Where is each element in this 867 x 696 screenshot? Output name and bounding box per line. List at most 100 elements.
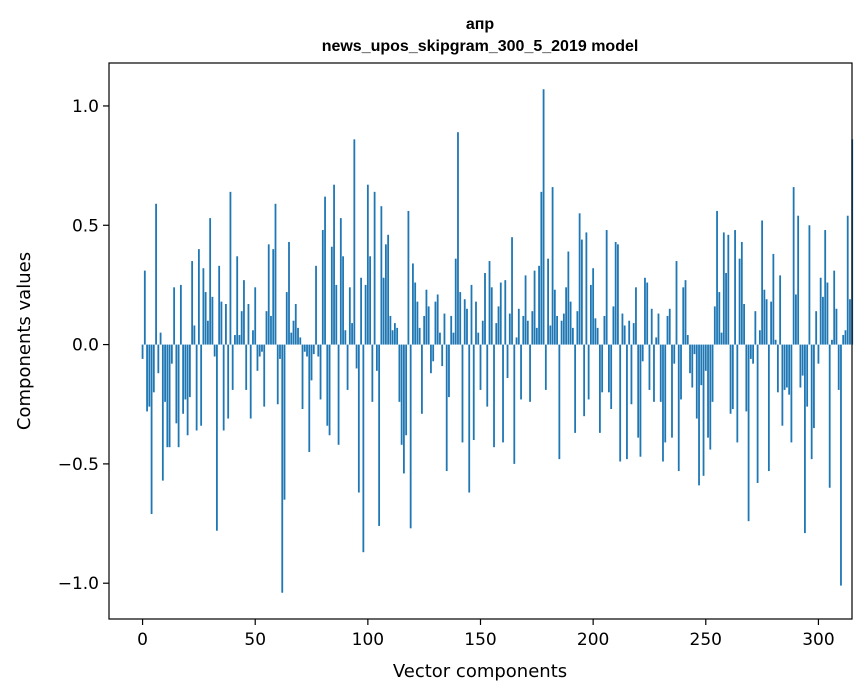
bar-101 xyxy=(369,256,372,345)
bar-147 xyxy=(472,344,475,441)
bar-185 xyxy=(558,344,561,460)
bar-83 xyxy=(328,344,331,436)
bar-314 xyxy=(849,299,851,345)
bar-218 xyxy=(632,323,635,345)
bar-232 xyxy=(664,344,667,443)
bar-230 xyxy=(659,344,662,402)
bar-309 xyxy=(837,344,840,390)
bar-54 xyxy=(263,344,266,407)
bar-112 xyxy=(393,323,396,345)
bar-126 xyxy=(425,289,428,345)
bar-50 xyxy=(254,287,257,345)
bar-12 xyxy=(168,344,171,448)
bar-100 xyxy=(366,184,369,345)
bar-135 xyxy=(445,344,448,472)
bar-80 xyxy=(321,230,324,345)
bar-62 xyxy=(281,344,284,593)
bar-15 xyxy=(175,344,178,424)
bar-187 xyxy=(562,313,565,345)
x-tick-label-100: 100 xyxy=(352,630,384,650)
bar-296 xyxy=(808,225,811,345)
bar-39 xyxy=(229,191,232,345)
bar-137 xyxy=(450,315,453,345)
bar-256 xyxy=(718,292,721,345)
bar-303 xyxy=(824,230,827,345)
bar-144 xyxy=(466,308,468,345)
bar-275 xyxy=(761,220,764,345)
bar-136 xyxy=(448,344,450,398)
bar-43 xyxy=(238,335,241,345)
bar-237 xyxy=(675,261,678,345)
bar-217 xyxy=(630,344,633,405)
bar-261 xyxy=(729,344,732,414)
bars-group xyxy=(141,89,854,593)
bar-248 xyxy=(700,344,703,386)
bar-6 xyxy=(155,203,157,345)
bar-153 xyxy=(486,344,489,407)
bar-37 xyxy=(225,304,227,345)
bar-0 xyxy=(141,344,144,359)
bar-268 xyxy=(745,344,748,412)
bar-173 xyxy=(531,311,534,345)
bar-125 xyxy=(423,315,426,345)
bar-145 xyxy=(468,344,471,493)
bar-183 xyxy=(553,289,556,345)
bar-34 xyxy=(218,265,221,345)
bar-300 xyxy=(817,344,820,364)
bar-127 xyxy=(427,306,430,345)
bar-236 xyxy=(673,344,676,364)
bar-284 xyxy=(781,344,784,426)
bar-132 xyxy=(439,332,441,345)
bar-121 xyxy=(414,282,417,345)
bar-297 xyxy=(810,344,813,460)
bar-18 xyxy=(182,344,185,414)
bar-224 xyxy=(646,282,649,345)
bar-220 xyxy=(637,344,640,438)
bar-267 xyxy=(743,304,745,345)
bar-179 xyxy=(544,344,547,390)
bar-123 xyxy=(418,327,421,345)
bar-52 xyxy=(258,344,261,357)
bar-36 xyxy=(222,344,225,431)
bar-182 xyxy=(551,187,554,345)
bar-115 xyxy=(400,344,403,445)
bar-133 xyxy=(441,344,444,367)
bar-238 xyxy=(677,344,680,472)
bar-246 xyxy=(695,344,698,419)
bar-174 xyxy=(533,270,536,345)
bar-181 xyxy=(549,325,552,345)
bar-310 xyxy=(840,344,842,586)
bar-8 xyxy=(159,332,162,345)
bar-231 xyxy=(662,344,664,462)
ticks-group: 0 50 100 150 200 250 300 −1.0 −0.5 0.0 0.5 1.0 xyxy=(58,97,835,650)
bar-245 xyxy=(693,344,696,355)
bar-59 xyxy=(274,203,277,345)
bar-103 xyxy=(373,191,376,345)
bar-221 xyxy=(639,344,642,457)
bar-171 xyxy=(526,320,529,345)
bar-307 xyxy=(833,270,836,345)
bar-30 xyxy=(209,218,212,345)
bar-89 xyxy=(342,256,344,345)
bar-157 xyxy=(495,323,498,345)
bar-285 xyxy=(783,344,786,390)
bar-251 xyxy=(707,344,709,438)
bar-7 xyxy=(157,344,160,374)
bar-122 xyxy=(416,301,419,345)
chart-title-line-2: news_upos_skipgram_300_5_2019 model xyxy=(322,38,639,55)
x-tick-label-300: 300 xyxy=(802,630,834,650)
x-tick-label-150: 150 xyxy=(464,630,496,650)
bar-292 xyxy=(799,344,802,388)
bar-222 xyxy=(641,344,644,362)
bar-81 xyxy=(324,196,326,345)
bar-20 xyxy=(186,344,189,436)
y-axis-label: Components values xyxy=(14,252,35,430)
bar-108 xyxy=(384,244,387,345)
bar-31 xyxy=(211,296,214,345)
bar-35 xyxy=(220,301,223,345)
bar-273 xyxy=(756,344,759,483)
bar-168 xyxy=(520,344,522,400)
bar-117 xyxy=(405,344,408,436)
bar-234 xyxy=(668,308,671,345)
bar-258 xyxy=(722,232,725,345)
